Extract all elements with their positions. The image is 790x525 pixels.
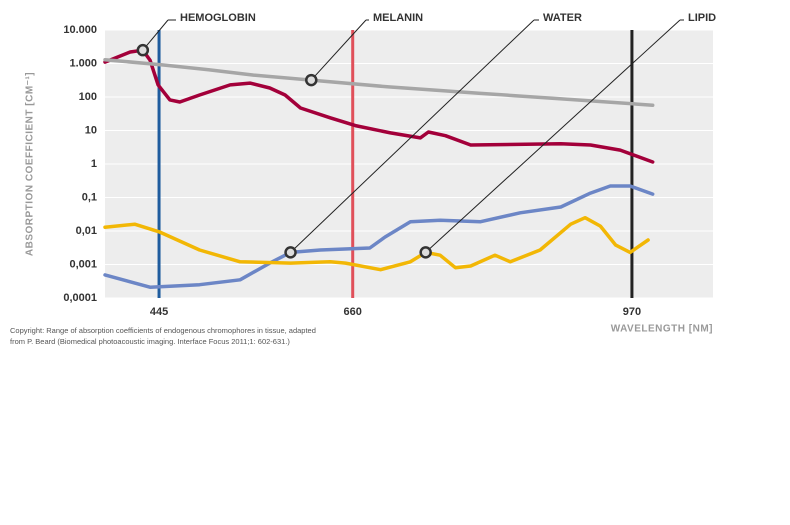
footnote: from P. Beard (Biomedical photoacoustic … <box>10 337 290 346</box>
y-tick-label: 1 <box>91 158 97 170</box>
x-axis-label: WAVELENGTH [NM] <box>611 324 713 335</box>
series-line <box>103 48 655 164</box>
footnote: Copyright: Range of absorption coefficie… <box>10 326 316 335</box>
legend-label: LIPID <box>688 12 716 24</box>
y-tick-label: 1.000 <box>69 57 97 69</box>
y-tick-label: 10.000 <box>63 24 97 36</box>
y-tick-label: 0,1 <box>82 191 97 203</box>
y-tick-label: 0,001 <box>69 258 97 270</box>
callout-point <box>136 43 150 57</box>
callout-point <box>419 246 432 259</box>
callout-line <box>142 19 169 51</box>
y-tick-label: 0,01 <box>76 225 97 237</box>
series-line <box>103 184 655 289</box>
callout-point <box>284 246 297 259</box>
callout-line <box>310 19 367 81</box>
legend-label: MELANIN <box>373 12 423 24</box>
x-tick-label: 660 <box>344 306 362 318</box>
y-tick-label: 10 <box>85 124 97 136</box>
x-tick-label: 445 <box>150 306 168 318</box>
y-tick-label: 100 <box>79 91 97 103</box>
x-tick-label: 970 <box>623 306 641 318</box>
series-line <box>103 215 650 272</box>
y-axis-label: ABSORPTION COEFFICIENT [CM⁻¹] <box>25 72 36 256</box>
callout-line <box>290 19 535 253</box>
legend-label: WATER <box>543 12 582 24</box>
callout-line <box>425 19 681 253</box>
callout-point <box>305 73 318 87</box>
y-tick-label: 0,0001 <box>63 292 97 304</box>
legend-label: HEMOGLOBIN <box>180 12 256 24</box>
